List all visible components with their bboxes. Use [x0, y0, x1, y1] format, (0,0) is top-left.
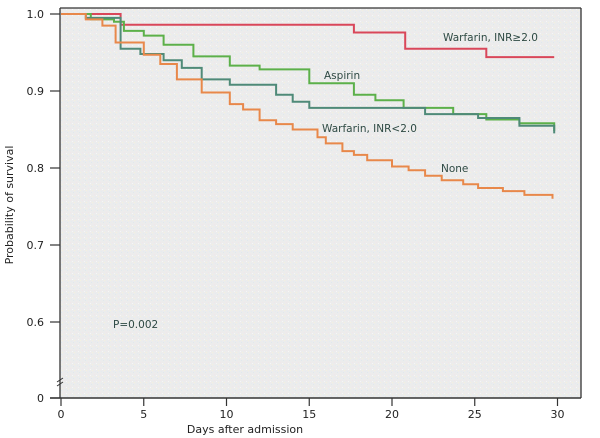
x-axis-title: Days after admission	[187, 423, 303, 436]
y-tick-label: 0.7	[27, 239, 45, 252]
y-tick-label: 0	[37, 392, 44, 405]
axis-break-mark	[56, 377, 64, 383]
y-tick-label: 0.6	[27, 316, 45, 329]
series-label-warfarin-high: Warfarin, INR≥2.0	[443, 32, 538, 44]
series-layer	[61, 13, 556, 199]
p-value-annotation: P=0.002	[113, 319, 158, 331]
x-tick-label: 15	[302, 408, 316, 421]
series-label-none: None	[441, 163, 468, 175]
y-tick-label: 1.0	[27, 8, 45, 21]
x-tick-label: 25	[468, 408, 482, 421]
axis-break-mark	[56, 381, 64, 387]
x-tick-label: 10	[220, 408, 234, 421]
x-tick-label: 0	[58, 408, 65, 421]
series-line-3	[61, 13, 554, 199]
x-tick-label: 20	[385, 408, 399, 421]
x-tick-label: 30	[551, 408, 565, 421]
y-axis-title: Probability of survival	[3, 146, 16, 265]
y-tick-label: 0.8	[27, 162, 45, 175]
series-label-warfarin-low: Warfarin, INR<2.0	[322, 123, 417, 135]
plot-background	[60, 8, 581, 398]
x-tick-label: 5	[140, 408, 147, 421]
axes-layer: 0 0.6 0.7 0.8 0.9 1.0 0 5 10 15 20 25 30	[27, 7, 582, 421]
series-label-aspirin: Aspirin	[324, 70, 360, 82]
y-tick-label: 0.9	[27, 85, 45, 98]
series-line-2	[61, 13, 556, 134]
